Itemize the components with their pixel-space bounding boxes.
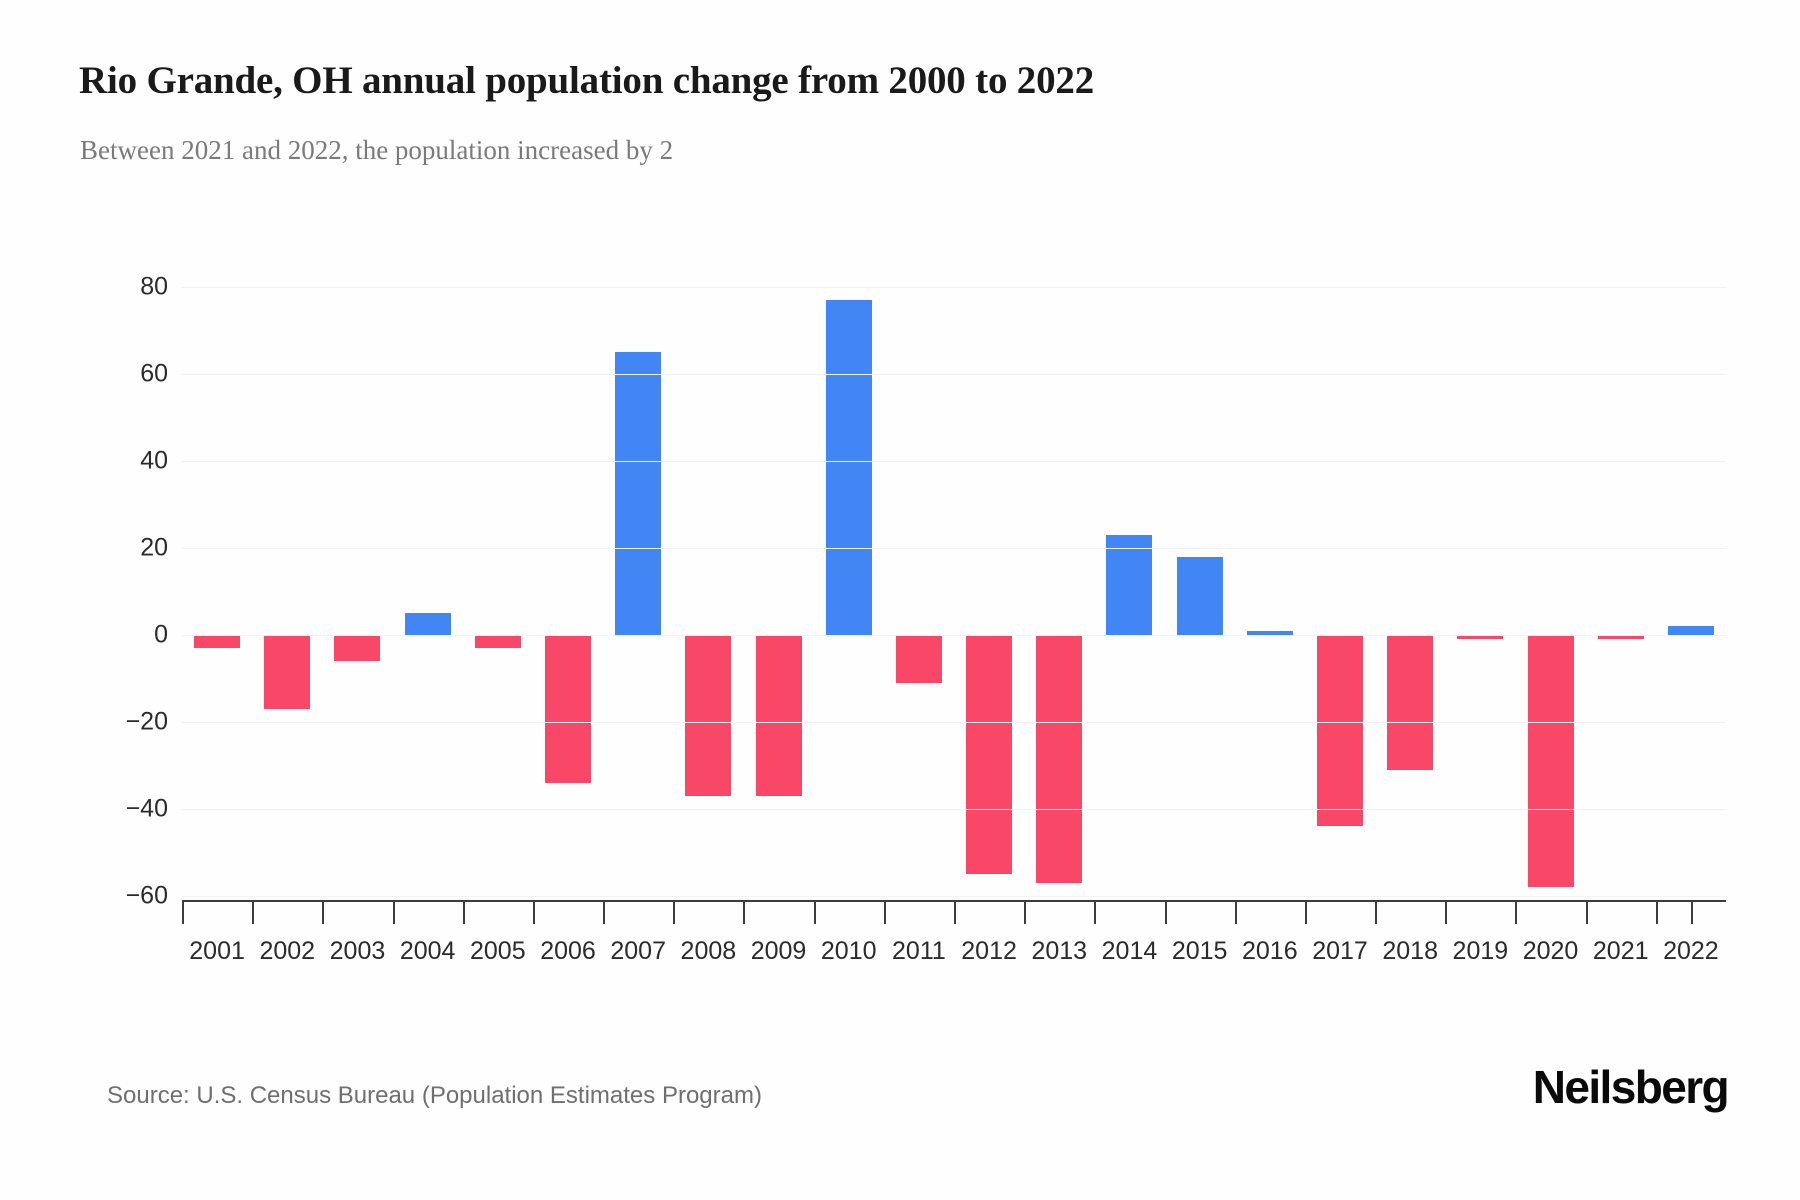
x-axis-tick-label: 2004 <box>399 937 456 965</box>
bar[interactable] <box>1597 635 1644 640</box>
y-axis-tick-label: 40 <box>140 446 168 475</box>
bar[interactable] <box>966 635 1013 875</box>
x-axis-tick-label: 2020 <box>1522 937 1579 965</box>
page-title: Rio Grande, OH annual population change … <box>79 59 1094 102</box>
x-axis-tick-label: 2010 <box>820 937 877 965</box>
y-axis-tick-label: 60 <box>140 359 168 388</box>
bar[interactable] <box>685 635 732 796</box>
x-axis-tick <box>1445 902 1448 924</box>
bar[interactable] <box>895 635 942 683</box>
gridline <box>182 461 1726 462</box>
x-axis-tick-label: 2021 <box>1592 937 1649 965</box>
bar[interactable] <box>1176 556 1223 635</box>
bar[interactable] <box>474 635 521 649</box>
x-axis-tick <box>1094 902 1097 924</box>
gridline <box>182 896 1726 897</box>
x-axis-tick-label: 2014 <box>1101 937 1158 965</box>
x-axis-tick <box>1690 902 1693 924</box>
bar[interactable] <box>825 300 872 635</box>
x-axis-tick-label: 2018 <box>1382 937 1438 965</box>
x-axis-tick-label: 2007 <box>610 937 666 965</box>
x-axis-tick <box>883 902 886 924</box>
x-axis-tick <box>743 902 746 924</box>
x-axis-line <box>182 900 1726 902</box>
x-axis-tick <box>1024 902 1027 924</box>
bar[interactable] <box>545 635 591 783</box>
x-axis-tick-label: 2003 <box>329 937 386 965</box>
x-axis-tick-label: 2013 <box>1031 937 1088 965</box>
bar[interactable] <box>1036 635 1083 883</box>
gridline <box>182 548 1726 549</box>
x-axis-tick-label: 2001 <box>189 937 245 965</box>
bar[interactable] <box>264 635 311 709</box>
x-axis-tick-label: 2015 <box>1171 937 1228 965</box>
bar[interactable] <box>1527 635 1574 888</box>
x-axis-tick <box>252 902 255 924</box>
gridline <box>182 809 1726 810</box>
bar[interactable] <box>1246 630 1293 635</box>
bar[interactable] <box>615 352 662 635</box>
x-axis-tick-label: 2009 <box>750 937 807 965</box>
x-axis-tick <box>954 902 956 924</box>
bar[interactable] <box>1457 635 1504 640</box>
x-axis-tick <box>1585 902 1588 924</box>
x-axis-tick-label: 2008 <box>680 937 737 965</box>
y-axis-tick-label: −20 <box>125 707 168 736</box>
bar[interactable] <box>755 635 802 796</box>
x-axis-tick <box>1655 902 1658 924</box>
x-axis-tick-label: 2011 <box>892 937 946 965</box>
bar[interactable] <box>1667 626 1714 635</box>
brand-logo: Neilsberg <box>1532 1061 1730 1113</box>
gridline <box>182 722 1726 723</box>
x-axis-tick <box>1234 902 1237 924</box>
x-axis-tick-label: 2019 <box>1452 937 1509 965</box>
plot-area <box>182 287 1726 897</box>
x-axis-tick-label: 2012 <box>961 937 1017 965</box>
zero-gridline <box>182 635 1726 636</box>
bar[interactable] <box>194 635 241 649</box>
x-axis-tick-label: 2002 <box>259 937 316 965</box>
x-axis-tick <box>462 902 465 924</box>
x-axis-tick <box>182 902 184 924</box>
x-axis-tick <box>392 902 395 924</box>
bar[interactable] <box>1387 635 1434 770</box>
source-note: Source: U.S. Census Bureau (Population E… <box>107 1082 762 1109</box>
x-axis-tick <box>532 902 535 924</box>
x-axis-tick <box>813 902 816 924</box>
x-axis-tick <box>603 902 606 924</box>
x-axis-tick <box>1304 902 1307 924</box>
x-axis-tick-label: 2005 <box>470 937 526 965</box>
y-axis-tick-label: −40 <box>125 794 168 823</box>
x-axis-tick-label: 2022 <box>1663 937 1719 965</box>
page-subtitle: Between 2021 and 2022, the population in… <box>80 135 674 165</box>
x-axis-tick <box>1375 902 1378 924</box>
x-axis-tick-label: 2016 <box>1242 937 1298 965</box>
y-axis-tick-label: 80 <box>140 272 168 301</box>
gridline <box>182 287 1726 288</box>
x-axis-tick <box>1164 902 1167 924</box>
x-axis-tick-label: 2017 <box>1312 937 1368 965</box>
bar[interactable] <box>334 635 381 662</box>
bar[interactable] <box>1106 534 1153 635</box>
gridline <box>182 374 1726 375</box>
x-axis-tick <box>673 902 676 924</box>
y-axis-tick-label: −60 <box>125 881 168 910</box>
bar-series <box>182 287 1726 896</box>
x-axis-tick-label: 2006 <box>540 937 596 965</box>
y-axis-tick-label: 0 <box>154 620 168 649</box>
y-axis-tick-label: 20 <box>140 533 168 562</box>
x-axis-tick <box>322 902 325 924</box>
x-axis-tick <box>1515 902 1518 924</box>
bar[interactable] <box>404 613 451 635</box>
bar[interactable] <box>1317 635 1363 827</box>
